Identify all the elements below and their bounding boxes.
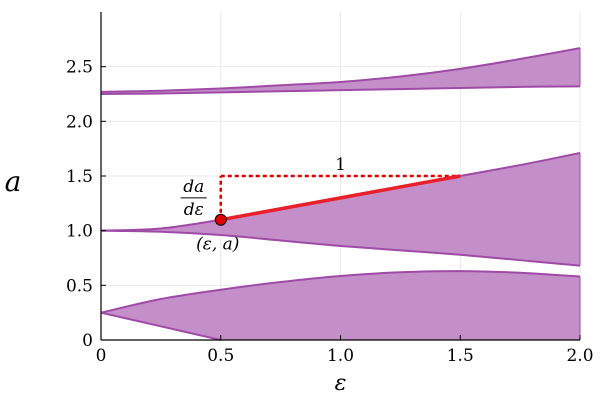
y-tick-label: 1.5 (66, 167, 93, 187)
band-lower-lower-edge (100, 311, 221, 341)
y-tick-label: 2.0 (66, 112, 93, 132)
y-tick-label: 2.5 (66, 58, 93, 78)
y-axis-title: a (5, 165, 22, 198)
run-label: 1 (335, 155, 346, 175)
band-lower-upper-edge (100, 270, 581, 314)
y-tick-label: 0.5 (66, 276, 93, 296)
y-tick-label: 1.0 (66, 222, 93, 242)
x-tick-label: 2.0 (566, 346, 593, 366)
point-marker (214, 213, 227, 226)
band-upper-upper-edge (100, 47, 581, 93)
y-tick-label: 0 (82, 331, 93, 351)
band-lower-fill (101, 271, 580, 340)
slope-numerator: da (183, 177, 204, 197)
x-tick-label: 0 (96, 346, 107, 366)
band-middle-fill (101, 153, 580, 266)
x-tick-label: 0.5 (207, 346, 234, 366)
tangent-line (220, 174, 461, 222)
x-tick-label: 1.5 (447, 346, 474, 366)
bands (100, 47, 581, 341)
point-label: (ε, a) (196, 235, 239, 255)
band-upper-fill (101, 48, 580, 94)
slope-denominator: dε (184, 200, 204, 220)
x-tick-label: 1.0 (327, 346, 354, 366)
ticks: 0 0.5 1.0 1.5 2.0 0 0.5 1.0 1.5 2.0 2.5 (66, 58, 594, 366)
band-middle-lower-edge (100, 229, 581, 267)
band-upper-lower-edge (100, 85, 581, 95)
annotations: 1 da dε (ε, a) (180, 155, 461, 255)
x-axis-title: ε (335, 371, 347, 396)
